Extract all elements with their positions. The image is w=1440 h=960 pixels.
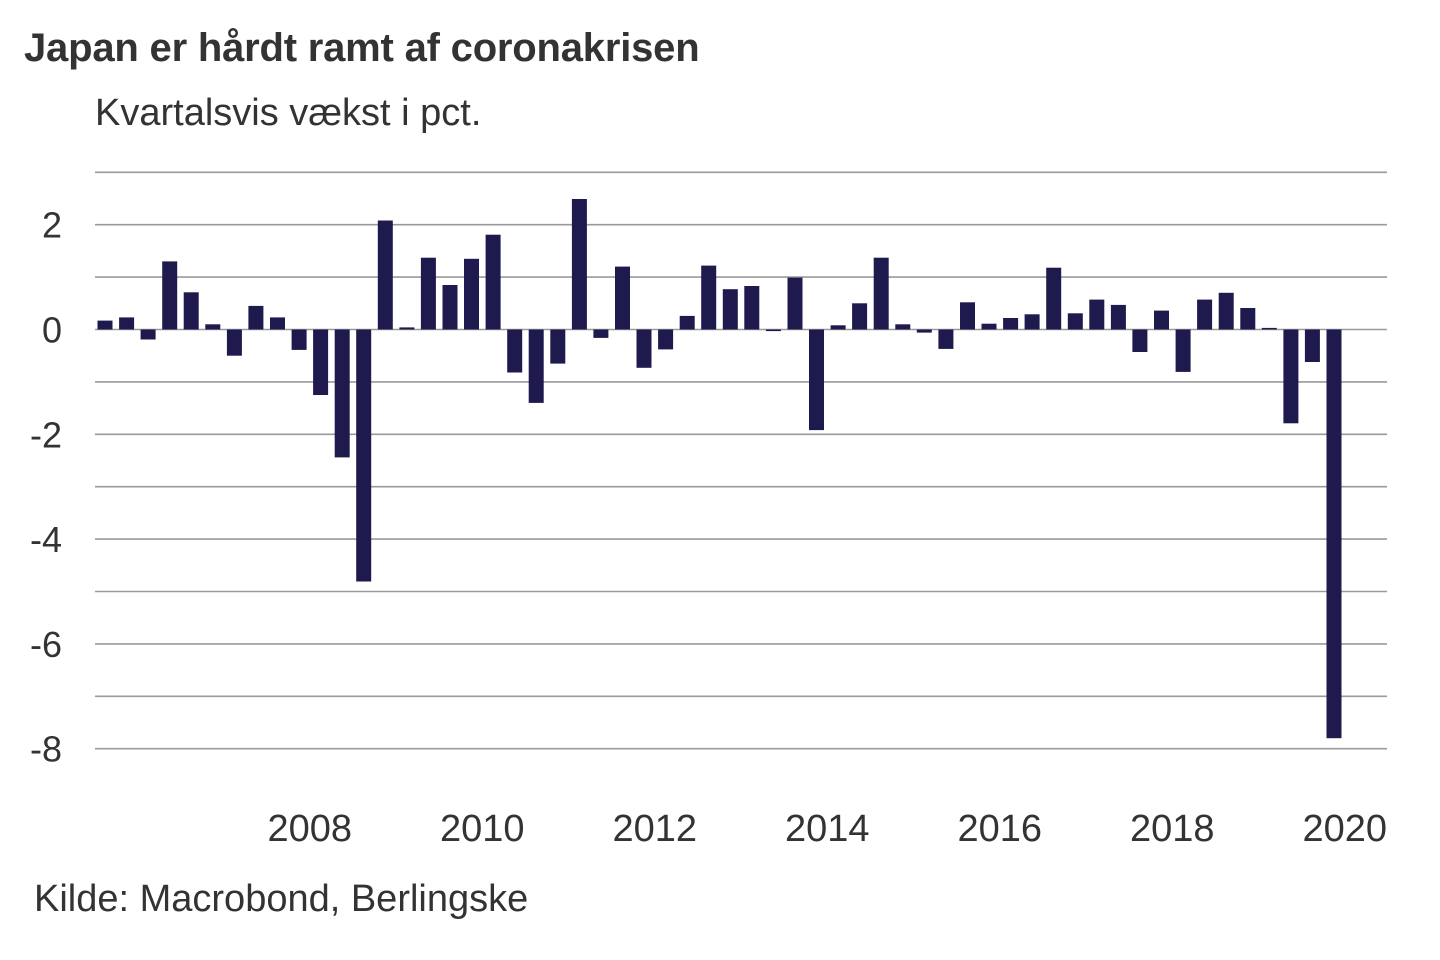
bar-2018Q2 [1154,310,1169,330]
bar-2010Q4 [507,329,523,373]
bar-2016Q4 [1024,314,1040,330]
bar-2011Q3 [571,199,587,330]
bar-2018Q1 [1132,329,1148,352]
bar-2008Q4 [334,329,350,458]
y-tick-label: -2 [30,414,62,455]
bar-2009Q1 [356,329,372,582]
bar-2013Q1 [701,265,717,330]
bar-2017Q4 [1110,304,1126,330]
bar-2010Q3 [485,234,501,330]
bar-2007Q2 [205,324,221,330]
bar-2016Q1 [960,302,975,330]
y-tick-label: 2 [42,205,62,246]
bar-2006Q4 [162,261,178,330]
x-tick-label: 2016 [958,808,1043,850]
bar-2013Q3 [744,286,760,330]
bar-2014Q1 [787,277,803,330]
bar-2013Q4 [765,329,781,332]
bar-2007Q3 [226,329,242,356]
bar-2017Q1 [1046,267,1062,330]
bar-2012Q3 [658,329,674,350]
bar-2012Q2 [636,329,652,368]
x-axis-ticks: 2008 2010 2012 2014 2016 2018 2020 [268,808,1388,850]
bar-2006Q1 [97,320,113,330]
bar-2016Q2 [981,323,997,330]
x-tick-label: 2008 [268,808,353,850]
bar-2009Q4 [420,257,436,330]
bar-2017Q2 [1067,313,1083,330]
bar-2020Q1 [1304,329,1320,362]
bar-2015Q4 [938,329,954,349]
bar-2014Q3 [830,325,846,330]
x-tick-label: 2014 [785,808,870,850]
bar-2012Q1 [615,266,630,330]
chart-subtitle: Kvartalsvis vækst i pct. [95,92,482,134]
bar-2009Q2 [377,220,393,330]
bar-2007Q4 [248,305,264,330]
bar-2019Q1 [1218,292,1234,330]
chart-source: Kilde: Macrobond, Berlingske [34,878,529,920]
bar-2016Q3 [1003,318,1019,330]
chart-title: Japan er hårdt ramt af coronakrisen [24,26,700,70]
y-tick-label: -4 [30,519,62,560]
bar-2015Q2 [895,324,911,330]
bars [97,199,1342,739]
y-axis-ticks: 2 0 -2 -4 -6 -8 [30,205,62,770]
bar-2019Q3 [1261,327,1277,330]
bar-2008Q3 [313,329,329,395]
y-tick-label: -8 [30,729,62,770]
bar-2007Q1 [183,292,199,330]
bar-2010Q1 [442,285,458,330]
x-tick-label: 2018 [1130,808,1215,850]
bar-2011Q4 [593,329,609,338]
bar-2013Q2 [722,289,738,330]
bar-2006Q2 [119,317,135,330]
y-tick-label: -6 [30,624,62,665]
bar-2015Q1 [873,257,889,330]
bar-2018Q3 [1175,329,1191,372]
bar-2020Q2 [1326,329,1342,739]
x-tick-label: 2020 [1303,808,1388,850]
y-tick-label: 0 [42,310,62,351]
bar-2011Q1 [528,329,544,403]
bar-2010Q2 [464,258,479,330]
x-tick-label: 2010 [440,808,525,850]
bar-2017Q3 [1089,299,1105,330]
bar-2014Q4 [852,303,868,330]
bar-2015Q3 [916,329,932,333]
bar-2019Q2 [1240,308,1256,330]
bar-2014Q2 [809,329,824,431]
bar-2012Q4 [679,315,695,330]
x-tick-label: 2012 [613,808,698,850]
bar-2008Q2 [291,329,307,350]
bar-2018Q4 [1197,299,1213,330]
bar-2011Q2 [550,329,566,364]
bar-2009Q3 [399,327,415,330]
bar-2006Q3 [140,329,156,340]
bar-2008Q1 [270,317,285,330]
gridlines [95,171,1387,750]
bar-2019Q4 [1283,329,1299,424]
